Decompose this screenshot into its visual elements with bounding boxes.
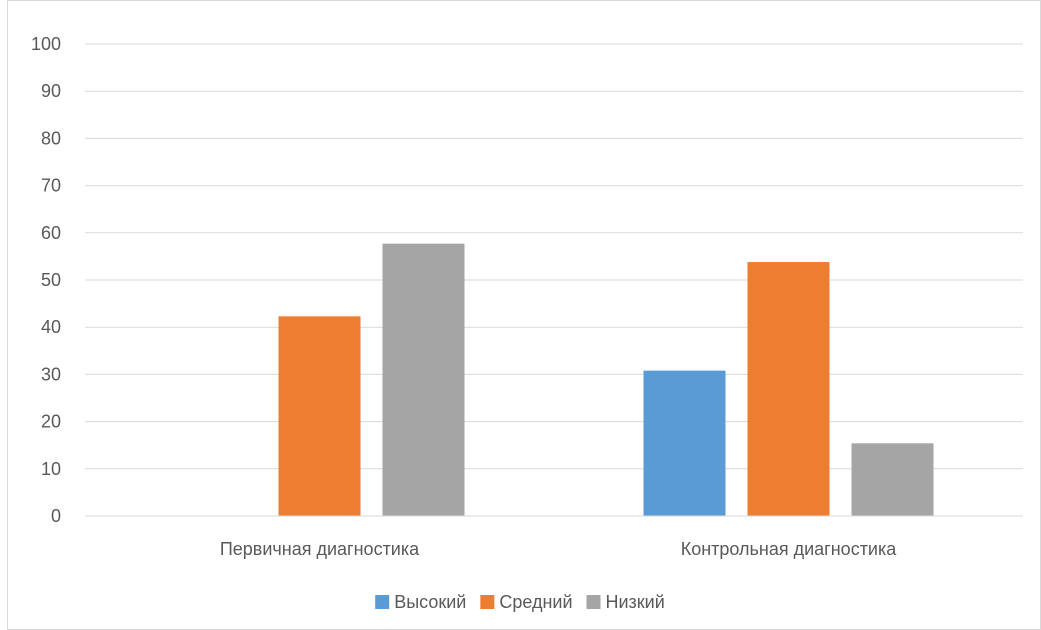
bar-Высокий-2 bbox=[643, 370, 726, 516]
y-tick-label: 10 bbox=[41, 459, 61, 479]
y-tick-label: 60 bbox=[41, 223, 61, 243]
y-tick-label: 20 bbox=[41, 412, 61, 432]
bars bbox=[278, 243, 934, 516]
y-tick-label: 50 bbox=[41, 270, 61, 290]
y-tick-label: 80 bbox=[41, 128, 61, 148]
y-tick-label: 90 bbox=[41, 81, 61, 101]
legend-swatch-Высокий bbox=[375, 595, 390, 609]
y-tick-label: 70 bbox=[41, 176, 61, 196]
bar-Средний-2 bbox=[747, 262, 830, 516]
bar-Низкий-1 bbox=[382, 243, 465, 516]
legend-swatch-Средний bbox=[480, 595, 495, 609]
y-tick-label: 40 bbox=[41, 317, 61, 337]
legend-swatch-Низкий bbox=[586, 595, 601, 609]
chart-frame bbox=[7, 0, 1041, 630]
y-axis-tick-labels: 0 10 20 30 40 50 60 70 80 90 100 bbox=[31, 34, 61, 526]
legend: Высокий Средний Низкий bbox=[375, 592, 665, 612]
x-category-label: Контрольная диагностика bbox=[681, 539, 898, 559]
bar-Низкий-2 bbox=[851, 443, 934, 516]
y-tick-label: 100 bbox=[31, 34, 61, 54]
y-tick-label: 0 bbox=[51, 506, 61, 526]
gridlines bbox=[85, 43, 1023, 470]
legend-label: Средний bbox=[499, 592, 572, 612]
x-axis-category-labels: Первичная диагностика Контрольная диагнос… bbox=[220, 539, 897, 559]
legend-label: Низкий bbox=[606, 592, 665, 612]
x-category-label: Первичная диагностика bbox=[220, 539, 420, 559]
bar-Средний-1 bbox=[278, 316, 361, 516]
legend-label: Высокий bbox=[394, 592, 466, 612]
y-tick-label: 30 bbox=[41, 364, 61, 384]
